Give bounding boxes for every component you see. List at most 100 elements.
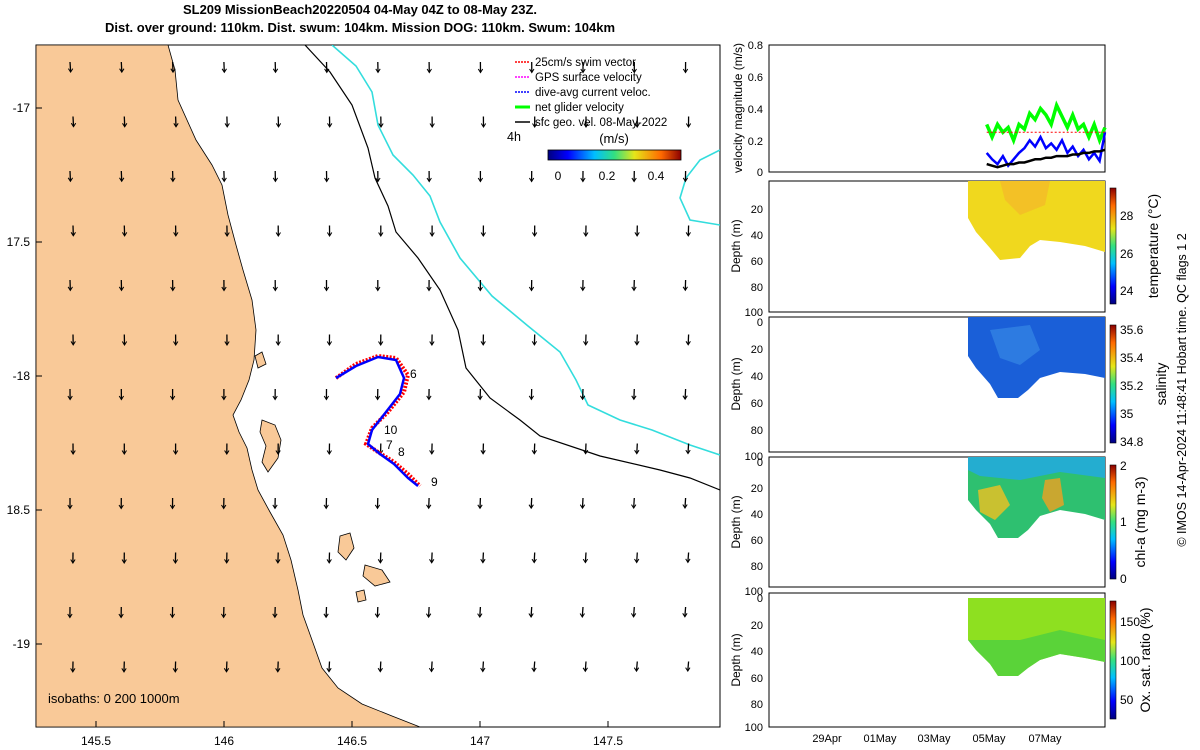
geo-velocity-arrowhead [631,286,637,292]
vector-field [67,61,692,673]
chlorophyll-peak-patch [978,485,1010,520]
geo-velocity-arrowhead [378,341,384,346]
geo-velocity-arrowhead [67,504,73,510]
y-tick-label: 0.2 [748,136,763,148]
geo-velocity-arrow [684,497,687,508]
geo-velocity-arrowhead [631,177,637,183]
geo-velocity-arrowhead [582,558,589,564]
geo-velocity-arrowhead [477,286,483,292]
y-tick-label: 0.4 [748,104,763,116]
geo-velocity-arrowhead [173,341,179,346]
geo-velocity-arrowhead [682,68,689,74]
geo-velocity-arrowhead [375,286,381,292]
y-tick-label: 40 [751,509,763,521]
geo-velocity-arrowhead [326,667,332,673]
geo-velocity-arrowhead [429,559,435,564]
island-small-1 [254,351,267,369]
y-tick-label: 0.6 [748,72,763,84]
geo-velocity-arrowhead [70,450,76,455]
track-swim-red [334,353,422,488]
geo-velocity-arrow [427,606,430,617]
track-label: 10 [384,423,398,437]
island-small-3 [362,564,391,587]
geo-velocity-arrowhead [275,668,281,673]
geo-velocity-arrowhead [170,68,176,74]
geo-velocity-arrowhead [582,449,589,455]
geo-velocity-arrowhead [67,286,73,292]
geo-velocity-arrow [635,661,638,671]
x-tick-label: 145.5 [81,734,111,748]
geo-velocity-arrowhead [173,123,179,128]
geo-velocity-arrowhead [67,177,74,183]
geo-velocity-arrowhead [275,341,281,346]
geo-velocity-arrowhead [169,613,176,619]
geo-velocity-arrowhead [272,68,279,74]
geo-velocity-arrowhead [221,504,227,510]
y-tick-label: 60 [751,673,763,685]
y-tick-label: 0 [757,167,763,179]
salinity-light-patch [990,325,1040,365]
isobath-1000m [331,45,720,456]
geo-velocity-arrowhead [634,123,640,128]
legend-label: dive-avg current veloc. [535,87,651,99]
y-tick-label: 100 [745,451,763,463]
geo-velocity-arrowhead [631,68,637,74]
geo-velocity-arrowhead [323,504,329,510]
geo-velocity-arrowhead [580,177,586,183]
geo-velocity-arrow [581,606,584,617]
geo-velocity-arrowhead [685,558,691,564]
geo-velocity-arrowhead [682,504,688,509]
isobath-200m [304,45,720,491]
geo-velocity-arrowhead [375,68,381,74]
colorbar-tick-label: 0.4 [648,169,665,183]
geo-velocity-arrowhead [118,613,124,619]
geo-velocity-arrowhead [685,449,691,455]
geo-velocity-arrowhead [580,286,586,292]
chlorophyll-low-band [968,457,1105,480]
geo-velocity-arrowhead [121,559,127,564]
temperature-colorbar [1109,187,1117,305]
x-tick-label: 07May [1028,733,1062,745]
geo-velocity-arrowhead [374,613,381,619]
geo-velocity-arrowhead [272,177,279,183]
oxygen-panel: 0 20 40 60 80 100 Depth (m) 50 100 150 O… [729,592,1153,745]
temperature-colorbar-label: temperature (°C) [1145,194,1161,298]
geo-velocity-arrowhead [377,559,384,564]
geo-velocity-arrowhead [631,395,637,401]
geo-velocity-arrowhead [682,177,689,183]
track-label: 8 [398,445,405,459]
velocity-series-line [986,148,1106,169]
geo-velocity-arrowhead [224,341,230,346]
island-small-2 [337,532,355,561]
geo-velocity-arrowhead [70,559,76,564]
colorbar-tick-label: 28 [1120,209,1134,223]
credit-text: © IMOS 14-Apr-2024 11:48:41 Hobart time.… [1175,233,1189,546]
geo-velocity-arrowhead [685,667,691,673]
geo-velocity-arrowhead [377,667,383,673]
geo-velocity-arrowhead [634,558,640,564]
geo-velocity-arrowhead [429,232,435,237]
chlorophyll-panel: 0 20 40 60 80 100 Depth (m) 0 1 2 chl-a … [729,456,1148,598]
geo-velocity-arrowhead [580,68,586,74]
track-dive-avg-blue [335,355,419,487]
geo-velocity-arrow [69,61,72,72]
glider-track: 6 10 7 8 9 [334,353,438,489]
velocity-series-line [985,100,1107,146]
land-mass [36,45,421,727]
oxygen-lower-band [968,630,1105,676]
geo-velocity-arrow [687,552,690,562]
x-tick-label: 03May [917,733,951,745]
geo-velocity-arrowhead [528,613,534,618]
geo-velocity-arrowhead [169,504,176,510]
geo-velocity-arrowhead [121,232,128,237]
geo-velocity-arrowhead [67,613,73,619]
geo-velocity-arrowhead [685,341,691,346]
geo-velocity-arrowhead [70,341,76,346]
geo-velocity-arrowhead [374,395,381,401]
geo-velocity-arrowhead [477,68,484,74]
y-tick-label: 80 [751,425,763,437]
geo-velocity-arrowhead [221,177,227,183]
geo-velocity-arrow [687,661,690,671]
geo-velocity-arrow [530,606,533,617]
